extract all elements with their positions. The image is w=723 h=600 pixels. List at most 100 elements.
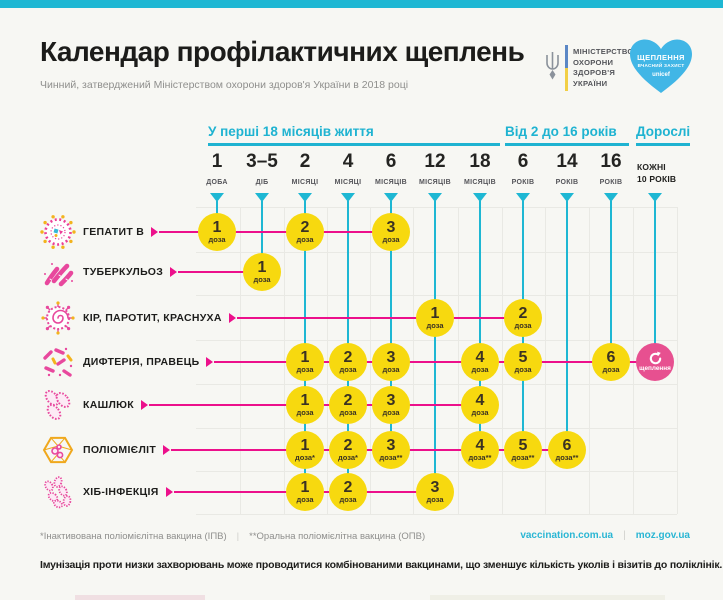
dose-circle: 2 доза (504, 299, 542, 337)
row-arrow-icon (228, 313, 236, 323)
dose-label: доза (296, 235, 314, 244)
timeline-group-label: У перші 18 місяців життя (208, 124, 374, 139)
dose-circle: 5 доза (504, 343, 542, 381)
row-arrow-icon (170, 267, 178, 277)
link-vaccination-site[interactable]: vaccination.com.ua (520, 530, 614, 541)
dose-number: 1 (300, 392, 310, 409)
dose-number: 3 (386, 219, 396, 236)
dose-number: 1 (300, 349, 310, 366)
dose-label: доза (339, 365, 357, 374)
grid-line-vertical (589, 207, 590, 514)
column-marker-triangle-icon (516, 193, 530, 202)
grid-line-horizontal (196, 207, 677, 208)
dose-connector-line (178, 271, 262, 273)
grid-line-horizontal (196, 427, 677, 429)
grid-line-horizontal (196, 383, 677, 385)
tuberculosis-bacteria-icon (40, 254, 76, 290)
disease-label: ХІБ-ІНФЕКЦІЯ (83, 486, 159, 498)
grid-line-vertical (457, 207, 459, 514)
trident-icon (545, 51, 560, 86)
refresh-icon (648, 351, 663, 365)
dose-number: 3 (386, 392, 396, 409)
column-header-unit: МІСЯЦІ (291, 179, 319, 186)
column-header-unit: МІСЯЦІВ (463, 179, 497, 186)
dose-number: 2 (518, 305, 528, 322)
row-arrow-icon (151, 227, 159, 237)
disease-label: ПОЛІОМІЄЛІТ (83, 444, 157, 456)
dose-number: 4 (475, 392, 485, 409)
dose-label: доза** (379, 453, 403, 462)
footer-links: vaccination.com.ua | moz.gov.ua (520, 530, 690, 541)
grid-line-horizontal (196, 471, 677, 472)
dose-number: 2 (343, 349, 353, 366)
disease-label: КІР, ПАРОТИТ, КРАСНУХА (83, 312, 222, 324)
grid-line-vertical (545, 207, 546, 514)
dose-circle: 6 доза** (548, 431, 586, 469)
dose-number: 4 (475, 437, 485, 454)
column-header-unit: 10 РОКІВ (637, 174, 677, 184)
dose-label: доза (296, 495, 314, 504)
top-accent-bar (0, 0, 723, 8)
column-header-unit: МІСЯЦІВ (374, 179, 408, 186)
column-marker-triangle-icon (210, 193, 224, 202)
dose-circle: 3 доза (372, 343, 410, 381)
disease-row: ТУБЕРКУЛЬОЗ (40, 253, 178, 291)
grid-line-vertical (633, 207, 634, 514)
heart-icon (630, 39, 692, 93)
footnote-opv: **Оральна поліомієлітна вакцина (ОПВ) (249, 531, 426, 542)
dose-circle: 2 доза (329, 343, 367, 381)
column-header-unit: ДОБА (206, 179, 228, 186)
dose-label: доза (426, 321, 444, 330)
dose-number: 2 (300, 219, 310, 236)
heart-badge-title: ЩЕПЛЕННЯ (637, 53, 685, 62)
polio-virus-icon (40, 432, 76, 468)
column-header-unit: РОКІВ (511, 179, 535, 186)
link-moz-site[interactable]: moz.gov.ua (635, 530, 690, 541)
dose-circle: 1 доза* (286, 431, 324, 469)
row-arrow-icon (140, 400, 148, 410)
timeline-group-label: Від 2 до 16 років (505, 124, 617, 139)
column-header-unit: МІСЯЦІ (334, 179, 362, 186)
booster-label: щеплення (639, 365, 671, 372)
cropped-bottom-content (430, 595, 665, 600)
dose-number: 2 (343, 479, 353, 496)
column-header-value: 3–5 (246, 151, 278, 172)
column-timeline-line (390, 201, 392, 450)
column-timeline-line (566, 201, 568, 450)
disease-row: ГЕПАТИТ B (40, 213, 159, 251)
measles-virus-icon (40, 300, 76, 336)
column-header-unit: ДІБ (255, 179, 269, 186)
column-header-value: 14 (556, 151, 578, 172)
footnotes: *Інактивована поліомієлітна вакцина (ІПВ… (40, 531, 425, 542)
row-arrow-icon (163, 445, 171, 455)
dose-number: 5 (518, 349, 528, 366)
grid-line-horizontal (196, 514, 677, 515)
grid-line-horizontal (196, 252, 677, 253)
dose-label: доза (296, 408, 314, 417)
booster-circle: щеплення (636, 343, 674, 381)
dose-number: 6 (606, 349, 616, 366)
dose-label: доза (382, 408, 400, 417)
timeline-group-label: Дорослі (636, 124, 691, 139)
grid-line-vertical (677, 207, 678, 514)
dose-circle: 4 доза** (461, 431, 499, 469)
column-header-value: 18 (469, 151, 491, 172)
pertussis-bacteria-icon (40, 387, 76, 423)
column-marker-triangle-icon (560, 193, 574, 202)
dose-label: доза (426, 495, 444, 504)
dose-number: 3 (386, 349, 396, 366)
dose-label: доза (382, 235, 400, 244)
dose-label: доза** (555, 453, 579, 462)
dose-label: доза (471, 408, 489, 417)
column-header-value: 12 (424, 151, 446, 172)
dose-number: 2 (343, 392, 353, 409)
grid-line-horizontal (196, 340, 677, 341)
column-header-value: 4 (342, 151, 354, 172)
dose-number: 6 (562, 437, 572, 454)
column-marker-triangle-icon (384, 193, 398, 202)
grid-line-vertical (413, 207, 414, 514)
disease-label: ДИФТЕРІЯ, ПРАВЕЦЬ (83, 356, 200, 368)
column-header-value: 16 (600, 151, 622, 172)
dose-connector-line (214, 361, 655, 363)
dose-circle: 1 доза (286, 343, 324, 381)
